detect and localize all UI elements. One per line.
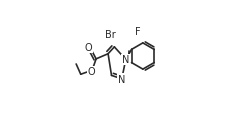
Text: Br: Br bbox=[105, 29, 116, 39]
Text: N: N bbox=[118, 74, 125, 84]
Text: O: O bbox=[88, 67, 95, 77]
Text: N: N bbox=[122, 55, 129, 65]
Text: O: O bbox=[84, 43, 92, 53]
Text: F: F bbox=[135, 27, 140, 37]
